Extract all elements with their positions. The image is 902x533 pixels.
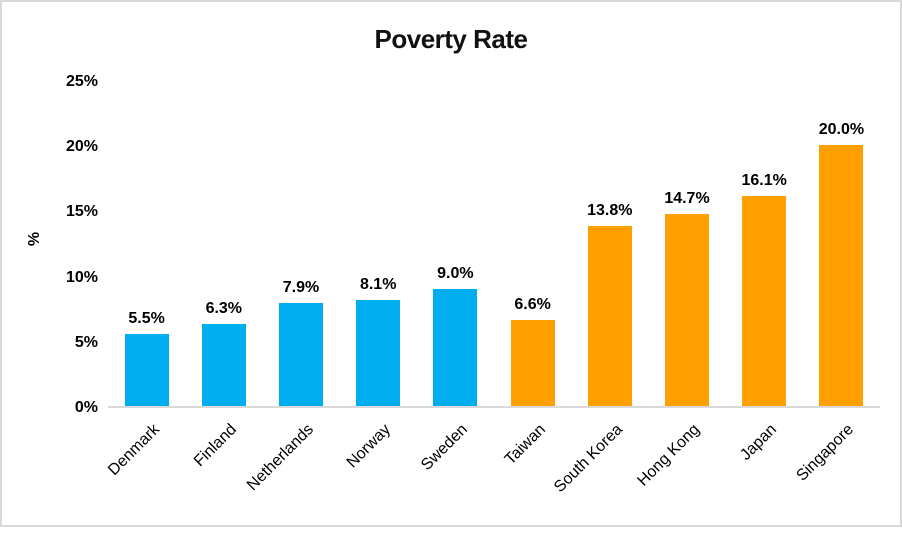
y-tick-label: 5% [74,333,98,351]
bar-finland [201,323,246,406]
y-tick-label: 0% [74,399,98,416]
y-tick-label: 20% [65,138,98,156]
bar-value-label: 20.0% [818,121,865,139]
bar-hong-kong [665,214,709,406]
bar-netherlands [279,302,323,406]
chart-title: Poverty Rate [374,24,528,54]
bar-value-label: 14.7% [664,190,710,208]
y-tick-label: 15% [65,203,98,221]
bar-value-label: 13.8% [587,202,633,220]
bar-south-korea [587,226,632,406]
bar-norway [356,300,401,406]
bar-singapore [819,145,864,406]
y-tick-label: 25% [65,73,98,90]
bar-value-label: 6.3% [205,299,243,317]
bar-value-label: 7.9% [282,278,320,296]
bar-value-label: 16.1% [741,172,787,190]
bar-taiwan [510,319,555,406]
bar-value-label: 6.6% [514,295,551,313]
bar-value-label: 9.0% [437,264,474,282]
y-tick-label: 10% [65,268,98,286]
plot-area: 5.5% 6.3% 7.9% 8.1% 9.0% 6.6% 13.8% 14.7% 16.1% 2… [108,82,880,408]
bar-japan [742,196,787,406]
bar-value-label: 8.1% [359,276,397,294]
y-axis-title: % [26,231,43,247]
bar-value-label: 5.5% [128,310,165,328]
bar-sweden [433,288,478,406]
bar-denmark [124,334,169,406]
